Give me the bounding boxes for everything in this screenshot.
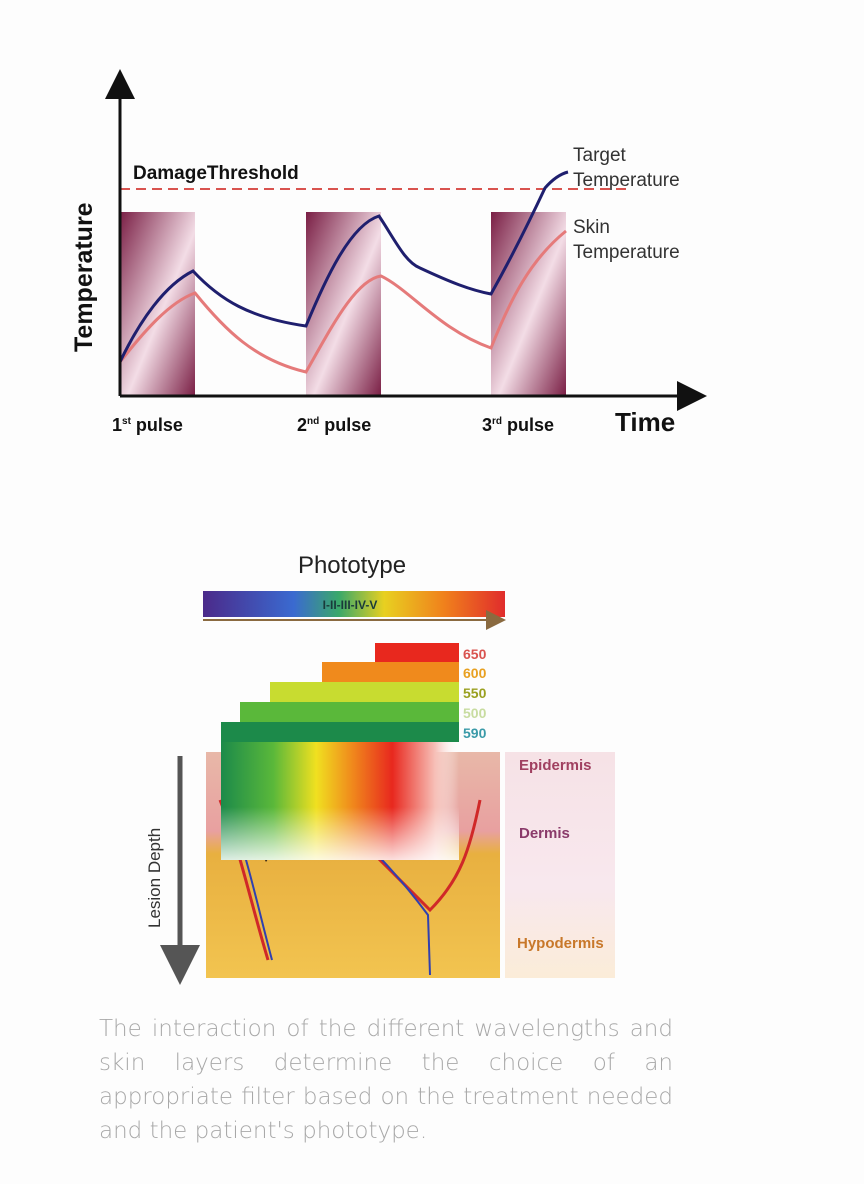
phototype-title: Phototype	[298, 552, 406, 579]
beam-step-590	[221, 722, 459, 742]
tick-label-pulse-1: 1st pulse	[112, 415, 183, 435]
y-axis-label: Temperature	[70, 202, 98, 352]
beam-fade	[221, 742, 459, 860]
wavelength-label-550: 550	[463, 685, 487, 701]
legend-skin-line2: Temperature	[573, 242, 680, 263]
skin-layers-diagram: Phototype I-II-III-IV-V 650 600 550 500 …	[145, 552, 615, 985]
wavelength-label-600: 600	[463, 665, 487, 681]
beam-step-650	[375, 643, 459, 663]
x-axis-label: Time	[615, 407, 675, 437]
legend-skin-line1: Skin	[573, 217, 610, 238]
pulse-block-1	[120, 212, 195, 396]
legend-label-skin: Skin Temperature	[573, 217, 680, 263]
pulse-block-2	[306, 212, 381, 396]
tick-label-pulse-3: 3rd pulse	[482, 415, 554, 435]
temperature-chart: DamageThreshold Temperature Time Target …	[70, 69, 707, 437]
skin-layer-panel	[505, 752, 615, 978]
wavelength-label-650: 650	[463, 646, 487, 662]
layer-label-epidermis: Epidermis	[519, 757, 592, 774]
beam-step-600	[322, 662, 459, 682]
legend-label-target: Target Temperature	[573, 145, 680, 191]
layer-label-dermis: Dermis	[519, 825, 570, 842]
beam-step-550	[270, 682, 459, 702]
phototype-color-bar	[203, 591, 505, 617]
damage-threshold-label: DamageThreshold	[133, 163, 299, 184]
legend-target-line1: Target	[573, 145, 627, 166]
series-line-skin-temperature	[118, 229, 567, 374]
phototype-scale-label: I-II-III-IV-V	[323, 598, 378, 612]
layer-label-hypodermis: Hypodermis	[517, 935, 604, 952]
series-line-target-temperature	[118, 170, 569, 363]
lesion-depth-label: Lesion Depth	[145, 828, 164, 928]
legend-target-line2: Temperature	[573, 170, 680, 191]
caption-text: The interaction of the different wavelen…	[99, 1016, 673, 1144]
beam-step-500	[240, 702, 459, 722]
tick-label-pulse-2: 2nd pulse	[297, 415, 371, 435]
wavelength-label-590: 590	[463, 725, 487, 741]
wavelength-label-500: 500	[463, 705, 487, 721]
